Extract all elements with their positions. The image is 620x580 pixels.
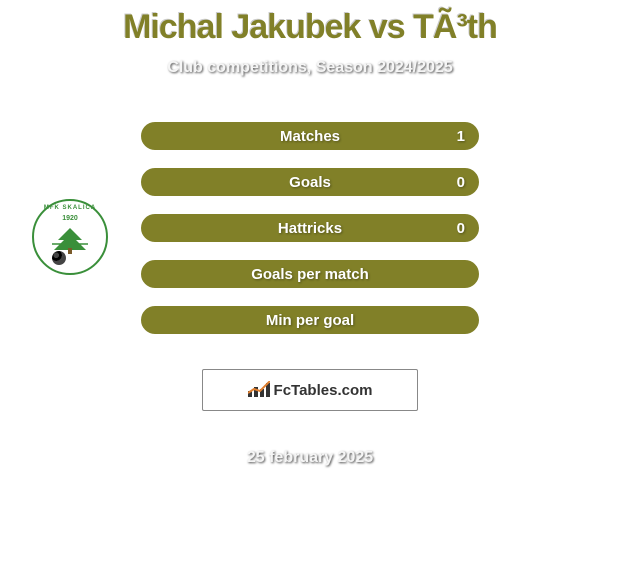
club-name: MFK SKALICA (44, 205, 96, 211)
stat-label: Goals (289, 174, 331, 191)
stat-value: 1 (457, 128, 465, 145)
club-crest-inner: MFK SKALICA 1920 (32, 199, 108, 275)
stat-label: Matches (280, 128, 340, 145)
comparison-card: Michal Jakubek vs TÃ³th Club competition… (0, 0, 620, 467)
chart-icon (248, 383, 270, 397)
stat-value: 0 (457, 220, 465, 237)
stat-row-goals: Goals 0 (140, 167, 480, 197)
stat-row-goals-per-match: Goals per match (140, 259, 480, 289)
club-year: 1920 (62, 215, 78, 222)
stat-value: 0 (457, 174, 465, 191)
brand-logo[interactable]: FcTables.com (202, 369, 418, 411)
stat-label: Hattricks (278, 220, 342, 237)
stat-row-matches: Matches 1 (140, 121, 480, 151)
stat-row-hattricks: Hattricks 0 (140, 213, 480, 243)
decorative-ellipse (10, 125, 110, 147)
club-crest: MFK SKALICA 1920 (22, 189, 118, 285)
stat-row-min-per-goal: Min per goal (140, 305, 480, 335)
decorative-ellipse (510, 125, 610, 147)
stat-label: Goals per match (251, 266, 369, 283)
stats-area: MFK SKALICA 1920 Matches 1 Goals 0 Hattr… (0, 121, 620, 467)
subtitle: Club competitions, Season 2024/2025 (167, 59, 452, 77)
tree-icon (50, 226, 90, 254)
brand-name: FcTables.com (274, 382, 373, 399)
stat-label: Min per goal (266, 312, 354, 329)
ball-icon (52, 251, 66, 265)
decorative-ellipse (510, 173, 606, 195)
date-label: 25 february 2025 (247, 449, 373, 467)
page-title: Michal Jakubek vs TÃ³th (123, 8, 497, 47)
